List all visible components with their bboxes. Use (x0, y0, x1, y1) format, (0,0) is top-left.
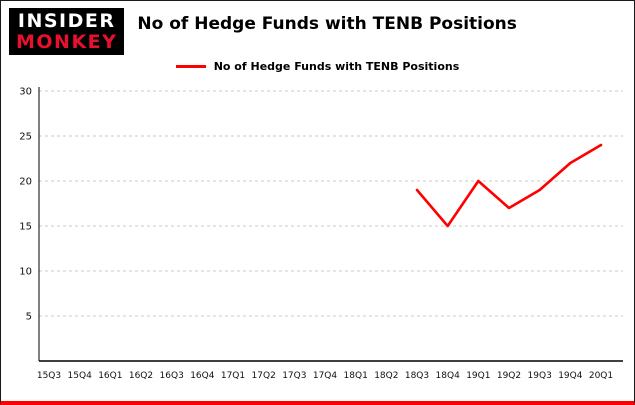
x-tick-label: 16Q4 (190, 371, 215, 381)
legend-label: No of Hedge Funds with TENB Positions (213, 60, 460, 73)
y-tick-label: 25 (19, 132, 32, 143)
x-tick-label: 17Q4 (313, 371, 338, 381)
chart-title: No of Hedge Funds with TENB Positions (137, 14, 517, 34)
chart-legend: No of Hedge Funds with TENB Positions (1, 60, 634, 73)
y-tick-label: 30 (19, 87, 32, 98)
logo-text-monkey: MONKEY (16, 30, 118, 53)
x-tick-label: 19Q2 (497, 371, 521, 381)
y-tick-label: 20 (19, 177, 32, 188)
y-tick-label: 15 (19, 222, 32, 233)
logo-text-insider: INSIDER (17, 10, 116, 32)
x-tick-label: 16Q2 (129, 371, 153, 381)
x-tick-label: 16Q3 (160, 371, 184, 381)
x-tick-label: 20Q1 (589, 371, 613, 381)
x-tick-label: 15Q4 (68, 371, 93, 381)
x-tick-label: 18Q1 (344, 371, 368, 381)
chart-header: INSIDER MONKEY No of Hedge Funds with TE… (9, 8, 517, 56)
y-tick-label: 10 (19, 267, 32, 278)
x-tick-label: 19Q1 (466, 371, 490, 381)
legend-line-swatch (175, 65, 206, 68)
x-tick-label: 19Q3 (528, 371, 552, 381)
x-tick-label: 16Q1 (98, 371, 122, 381)
x-tick-label: 17Q2 (252, 371, 276, 381)
x-tick-label: 19Q4 (558, 371, 583, 381)
x-tick-label: 15Q3 (37, 371, 61, 381)
x-tick-label: 17Q3 (282, 371, 306, 381)
series-line (415, 143, 603, 228)
x-tick-label: 18Q2 (374, 371, 398, 381)
x-tick-label: 18Q3 (405, 371, 429, 381)
insider-monkey-logo: INSIDER MONKEY (9, 8, 125, 56)
y-tick-label: 5 (26, 312, 32, 323)
x-tick-label: 18Q4 (436, 371, 461, 381)
x-tick-label: 17Q1 (221, 371, 245, 381)
line-chart-plot: 5 10 15 20 25 30 15Q3 15Q4 16Q1 16Q2 16Q3 16Q4 17Q1 1… (19, 87, 623, 381)
